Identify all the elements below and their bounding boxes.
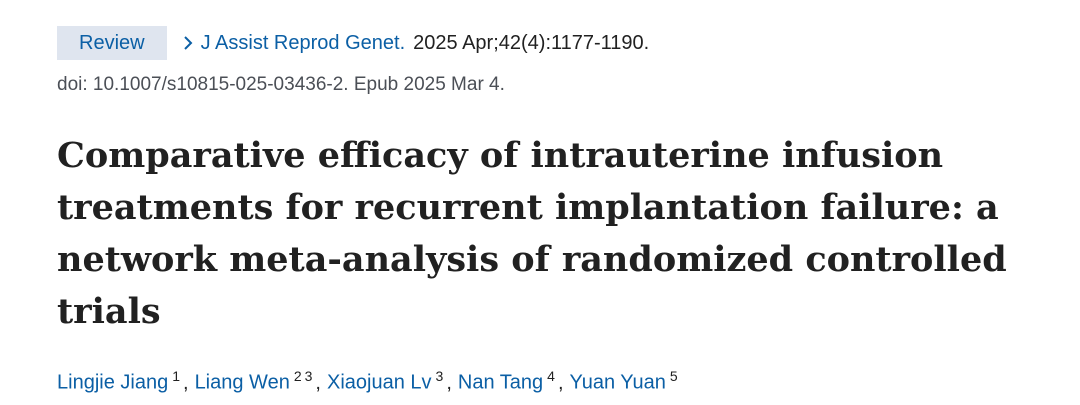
affiliation-ref[interactable]: 3 [304,368,313,384]
article-type-badge: Review [57,26,167,60]
affiliation-refs: 3 [436,368,447,384]
author-separator: , [446,371,452,394]
affiliation-ref[interactable]: 1 [172,368,180,384]
affiliation-refs: 1 [172,368,183,384]
article-title: Comparative efficacy of intrauterine inf… [57,135,1007,332]
affiliation-ref[interactable]: 3 [435,368,444,384]
affiliation-refs: 5 [670,368,681,384]
author-name[interactable]: Xiaojuan Lv [326,371,432,394]
author-separator: , [557,371,564,394]
affiliation-ref[interactable]: 5 [669,368,678,384]
author-separator: , [315,371,321,394]
author-name[interactable]: Nan Tang [457,371,544,394]
journal-link[interactable]: J Assist Reprod Genet. [200,32,406,54]
affiliation-ref[interactable]: 4 [547,368,555,384]
doi-line: doi: 10.1007/s10815-025-03436-2. Epub 20… [57,74,505,95]
affiliation-ref[interactable]: 2 [293,368,302,384]
affiliation-refs: 4 [547,368,558,384]
author-separator: , [183,371,189,394]
author-name[interactable]: Yuan Yuan [569,371,666,394]
citation-line: Review J Assist Reprod Genet. 2025 Apr;4… [57,26,649,60]
author-name[interactable]: Lingjie Jiang [57,371,169,394]
author-name[interactable]: Liang Wen [194,371,290,394]
citation-details: 2025 Apr;42(4):1177-1190. [413,32,650,54]
journal-arrow-icon [183,36,192,50]
author-list: Lingjie Jiang 1, Liang Wen 2 3, Xiaojuan Lv 3,… [57,368,681,395]
